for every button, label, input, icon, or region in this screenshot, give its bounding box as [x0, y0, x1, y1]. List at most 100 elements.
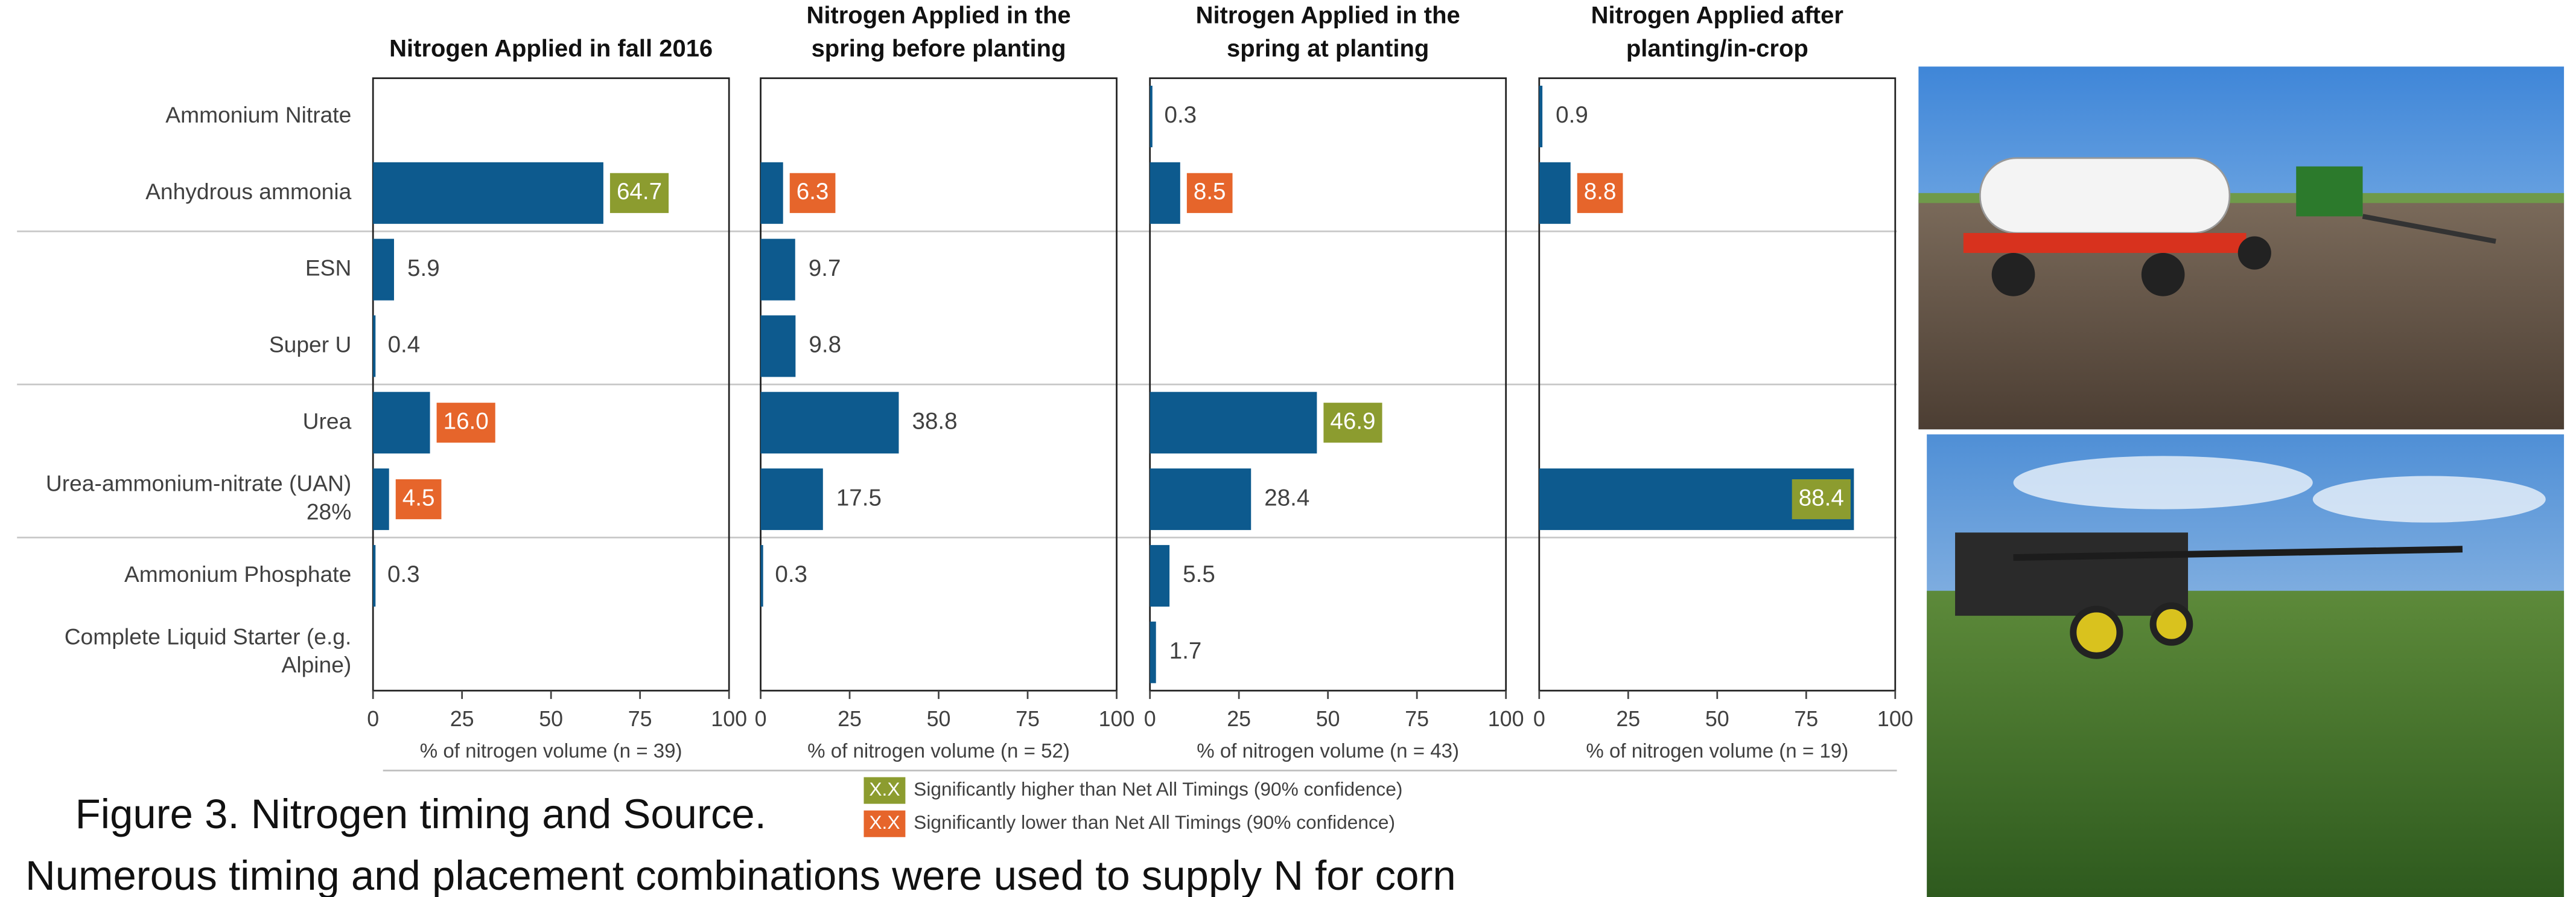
- bar: [760, 392, 899, 454]
- x-tick-label: 50: [927, 707, 951, 731]
- x-tick-label: 100: [1488, 707, 1524, 731]
- x-tick-label: 25: [1616, 707, 1640, 731]
- chart-title: Nitrogen Applied after planting/in-crop: [1591, 2, 1843, 62]
- value-label-group: 0.3: [775, 561, 807, 587]
- chart-title: Nitrogen Applied in the spring at plantin…: [1196, 2, 1460, 62]
- category-label: Ammonium Nitrate: [165, 102, 351, 127]
- value-label-group: 28.4: [1264, 485, 1309, 511]
- x-tick-label: 75: [1405, 707, 1429, 731]
- legend-text: Significantly higher than Net All Timing…: [914, 778, 1402, 800]
- x-tick-label: 25: [1227, 707, 1251, 731]
- significance-box: [1792, 479, 1851, 520]
- value-label-group: 9.8: [809, 332, 841, 358]
- value-label: 0.3: [1164, 102, 1197, 128]
- category-label: Super U: [269, 331, 351, 357]
- bar: [760, 162, 783, 224]
- bar: [1539, 162, 1571, 224]
- bar: [373, 544, 376, 607]
- category-label: Complete Liquid Starter (e.g. Alpine): [65, 624, 352, 677]
- value-label: 8.8: [1584, 179, 1617, 205]
- bar: [1150, 85, 1153, 147]
- value-label-group: 46.9: [1323, 403, 1382, 443]
- value-label-group: 64.7: [609, 173, 669, 213]
- legend-swatch: [863, 810, 906, 837]
- x-tick-label: 75: [628, 707, 652, 731]
- x-tick-label: 50: [1705, 707, 1729, 731]
- bar: [373, 315, 376, 377]
- value-label-group: 9.7: [809, 255, 841, 281]
- category-label: Ammonium Phosphate: [124, 561, 351, 587]
- bar: [1539, 85, 1543, 147]
- category-label: Urea: [303, 408, 352, 433]
- bar: [760, 315, 796, 377]
- x-tick-label: 100: [1099, 707, 1135, 731]
- legend-swatch: [863, 777, 906, 804]
- significance-box: [1577, 173, 1623, 213]
- x-tick-label: 75: [1016, 707, 1040, 731]
- x-axis-label: % of nitrogen volume (n = 39): [420, 740, 682, 762]
- value-label: 4.5: [402, 485, 435, 511]
- value-label: 0.9: [1556, 102, 1588, 128]
- value-label-group: 88.4: [1792, 479, 1851, 520]
- x-tick-label: 0: [367, 707, 379, 731]
- x-tick-label: 0: [1533, 707, 1545, 731]
- value-label: 5.9: [407, 255, 440, 281]
- photo-sprayer: [1927, 434, 2565, 897]
- value-label-group: 8.5: [1186, 173, 1233, 213]
- x-axis-label: % of nitrogen volume (n = 43): [1197, 740, 1459, 762]
- value-label-group: 17.5: [836, 485, 882, 511]
- legend-swatch-label: X.X: [869, 778, 900, 800]
- value-label-group: 0.3: [1164, 102, 1197, 128]
- bar: [373, 392, 430, 454]
- bar: [1150, 544, 1170, 607]
- value-label: 28.4: [1264, 485, 1309, 511]
- x-tick-label: 50: [539, 707, 563, 731]
- significance-box: [436, 403, 495, 443]
- significance-box: [609, 173, 669, 213]
- value-label: 1.7: [1169, 638, 1202, 664]
- value-label: 46.9: [1330, 408, 1375, 434]
- category-label: ESN: [305, 255, 352, 280]
- significance-box: [395, 479, 442, 520]
- value-label: 88.4: [1799, 485, 1844, 511]
- value-label-group: 38.8: [912, 408, 958, 434]
- category-label: Anhydrous ammonia: [145, 179, 352, 204]
- chart-title: Nitrogen Applied in fall 2016: [389, 35, 713, 62]
- value-label-group: 0.3: [387, 561, 420, 587]
- legend-swatch-label: X.X: [869, 811, 900, 833]
- x-tick-label: 75: [1794, 707, 1818, 731]
- bar: [373, 468, 389, 531]
- value-label: 8.5: [1194, 179, 1226, 205]
- value-label-group: 4.5: [395, 479, 442, 520]
- x-axis-label: % of nitrogen volume (n = 52): [807, 740, 1070, 762]
- value-label: 9.8: [809, 332, 841, 358]
- value-label-group: 6.3: [789, 173, 836, 213]
- bar: [1150, 392, 1317, 454]
- x-axis-label: % of nitrogen volume (n = 19): [1586, 740, 1848, 762]
- x-tick-label: 100: [711, 707, 747, 731]
- significance-box: [789, 173, 836, 213]
- value-label: 9.7: [809, 255, 841, 281]
- value-label-group: 0.4: [388, 332, 421, 358]
- value-label: 64.7: [617, 179, 662, 205]
- bar: [1150, 468, 1251, 531]
- value-label-group: 8.8: [1577, 173, 1623, 213]
- bar: [760, 468, 823, 531]
- chart-title: Nitrogen Applied in the spring before pla…: [806, 2, 1070, 62]
- bar: [373, 162, 603, 224]
- value-label: 16.0: [444, 408, 489, 434]
- value-label: 0.3: [387, 561, 420, 587]
- photo-anhydrous-tank: [1918, 66, 2565, 430]
- category-label: Urea-ammonium-nitrate (UAN) 28%: [46, 470, 351, 524]
- value-label: 0.4: [388, 332, 421, 358]
- caption-title: Figure 3. Nitrogen timing and Source.: [75, 791, 766, 837]
- x-tick-label: 0: [755, 707, 767, 731]
- legend-text: Significantly lower than Net All Timings…: [914, 811, 1395, 833]
- x-tick-label: 25: [838, 707, 862, 731]
- value-label-group: 16.0: [436, 403, 495, 443]
- bar: [1150, 162, 1180, 224]
- value-label: 38.8: [912, 408, 958, 434]
- bar: [1150, 621, 1156, 683]
